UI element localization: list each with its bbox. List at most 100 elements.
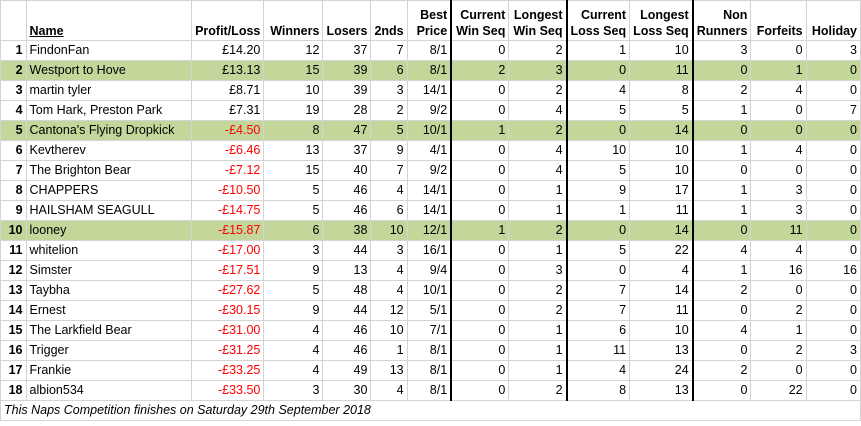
longest-win-seq-cell[interactable]: 2	[508, 380, 568, 401]
current-loss-seq-cell[interactable]: 0	[565, 60, 631, 81]
current-loss-seq-cell[interactable]: 7	[565, 280, 631, 301]
best-price-cell[interactable]: 9/4	[406, 260, 452, 281]
holiday-cell[interactable]: 0	[805, 380, 861, 401]
row-index[interactable]: 2	[0, 60, 27, 81]
longest-win-seq-cell[interactable]: 4	[508, 100, 568, 121]
row-index[interactable]: 14	[0, 300, 27, 321]
longest-loss-seq-cell[interactable]: 10	[629, 140, 694, 161]
longest-win-seq-cell[interactable]: 2	[508, 40, 568, 61]
seconds-cell[interactable]: 3	[370, 80, 408, 101]
winners-cell[interactable]: 3	[263, 240, 324, 261]
player-name[interactable]: Taybha	[25, 280, 193, 301]
current-loss-seq-cell[interactable]: 7	[565, 300, 631, 321]
non-runners-header[interactable]: Non Runners	[691, 0, 752, 41]
forfeits-cell[interactable]: 0	[750, 120, 807, 141]
non-runners-cell[interactable]: 1	[691, 180, 752, 201]
seconds-cell[interactable]: 5	[370, 120, 408, 141]
losers-cell[interactable]: 40	[322, 160, 372, 181]
losers-cell[interactable]: 44	[322, 300, 372, 321]
winners-cell[interactable]: 5	[263, 200, 324, 221]
longest-win-seq-cell[interactable]: 2	[508, 80, 568, 101]
player-name[interactable]: Kevtherev	[25, 140, 193, 161]
current-win-seq-cell[interactable]: 0	[450, 340, 510, 361]
row-index[interactable]: 10	[0, 220, 27, 241]
forfeits-cell[interactable]: 11	[750, 220, 807, 241]
forfeits-cell[interactable]: 0	[750, 360, 807, 381]
losers-cell[interactable]: 46	[322, 340, 372, 361]
current-win-seq-cell[interactable]: 0	[450, 320, 510, 341]
current-win-seq-cell[interactable]: 0	[450, 240, 510, 261]
current-win-seq-cell[interactable]: 0	[450, 300, 510, 321]
seconds-cell[interactable]: 4	[370, 380, 408, 401]
losers-cell[interactable]: 37	[322, 40, 372, 61]
non-runners-cell[interactable]: 1	[691, 260, 752, 281]
forfeits-cell[interactable]: 1	[750, 320, 807, 341]
longest-loss-seq-cell[interactable]: 17	[629, 180, 694, 201]
row-index[interactable]: 3	[0, 80, 27, 101]
player-name[interactable]: Ernest	[25, 300, 193, 321]
winners-header[interactable]: Winners	[263, 0, 324, 41]
longest-loss-seq-cell[interactable]: 14	[629, 220, 694, 241]
current-win-seq-cell[interactable]: 0	[450, 100, 510, 121]
longest-win-seq-header[interactable]: Longest Win Seq	[508, 0, 568, 41]
losers-header[interactable]: Losers	[322, 0, 372, 41]
longest-loss-seq-cell[interactable]: 13	[629, 340, 694, 361]
current-loss-seq-cell[interactable]: 6	[565, 320, 631, 341]
current-win-seq-cell[interactable]: 2	[450, 60, 510, 81]
profit-loss-cell[interactable]: £13.13	[191, 60, 265, 81]
longest-loss-seq-cell[interactable]: 8	[629, 80, 694, 101]
seconds-cell[interactable]: 12	[370, 300, 408, 321]
forfeits-cell[interactable]: 4	[750, 240, 807, 261]
non-runners-cell[interactable]: 0	[691, 340, 752, 361]
current-loss-seq-cell[interactable]: 9	[565, 180, 631, 201]
winners-cell[interactable]: 5	[263, 280, 324, 301]
longest-loss-seq-cell[interactable]: 4	[629, 260, 694, 281]
forfeits-cell[interactable]: 4	[750, 140, 807, 161]
best-price-cell[interactable]: 10/1	[406, 120, 452, 141]
profit-loss-cell[interactable]: -£17.00	[191, 240, 265, 261]
longest-win-seq-cell[interactable]: 1	[508, 340, 568, 361]
seconds-cell[interactable]: 9	[370, 140, 408, 161]
longest-loss-seq-cell[interactable]: 10	[629, 160, 694, 181]
player-name[interactable]: Cantona's Flying Dropkick	[25, 120, 193, 141]
longest-loss-seq-cell[interactable]: 22	[629, 240, 694, 261]
player-name[interactable]: Westport to Hove	[25, 60, 193, 81]
non-runners-cell[interactable]: 2	[691, 80, 752, 101]
holiday-cell[interactable]: 0	[805, 320, 861, 341]
losers-cell[interactable]: 38	[322, 220, 372, 241]
losers-cell[interactable]: 47	[322, 120, 372, 141]
non-runners-cell[interactable]: 1	[691, 200, 752, 221]
best-price-header[interactable]: Best Price	[406, 0, 452, 41]
holiday-cell[interactable]: 3	[805, 40, 861, 61]
longest-win-seq-cell[interactable]: 2	[508, 300, 568, 321]
longest-loss-seq-cell[interactable]: 13	[629, 380, 694, 401]
winners-cell[interactable]: 6	[263, 220, 324, 241]
longest-win-seq-cell[interactable]: 2	[508, 280, 568, 301]
forfeits-cell[interactable]: 0	[750, 100, 807, 121]
best-price-cell[interactable]: 9/2	[406, 100, 452, 121]
row-index[interactable]: 15	[0, 320, 27, 341]
row-index[interactable]: 1	[0, 40, 27, 61]
longest-loss-seq-cell[interactable]: 11	[629, 300, 694, 321]
current-win-seq-cell[interactable]: 0	[450, 360, 510, 381]
best-price-cell[interactable]: 7/1	[406, 320, 452, 341]
seconds-cell[interactable]: 4	[370, 280, 408, 301]
seconds-cell[interactable]: 1	[370, 340, 408, 361]
current-win-seq-cell[interactable]: 1	[450, 120, 510, 141]
non-runners-cell[interactable]: 0	[691, 380, 752, 401]
row-index[interactable]: 7	[0, 160, 27, 181]
forfeits-cell[interactable]: 16	[750, 260, 807, 281]
profit-loss-cell[interactable]: -£15.87	[191, 220, 265, 241]
forfeits-cell[interactable]: 0	[750, 280, 807, 301]
row-index[interactable]: 17	[0, 360, 27, 381]
winners-cell[interactable]: 13	[263, 140, 324, 161]
best-price-cell[interactable]: 8/1	[406, 340, 452, 361]
non-runners-cell[interactable]: 0	[691, 160, 752, 181]
profit-loss-cell[interactable]: -£30.15	[191, 300, 265, 321]
best-price-cell[interactable]: 10/1	[406, 280, 452, 301]
current-loss-seq-cell[interactable]: 4	[565, 80, 631, 101]
losers-cell[interactable]: 37	[322, 140, 372, 161]
name-header[interactable]: Name	[25, 0, 193, 41]
seconds-cell[interactable]: 2	[370, 100, 408, 121]
holiday-cell[interactable]: 0	[805, 280, 861, 301]
